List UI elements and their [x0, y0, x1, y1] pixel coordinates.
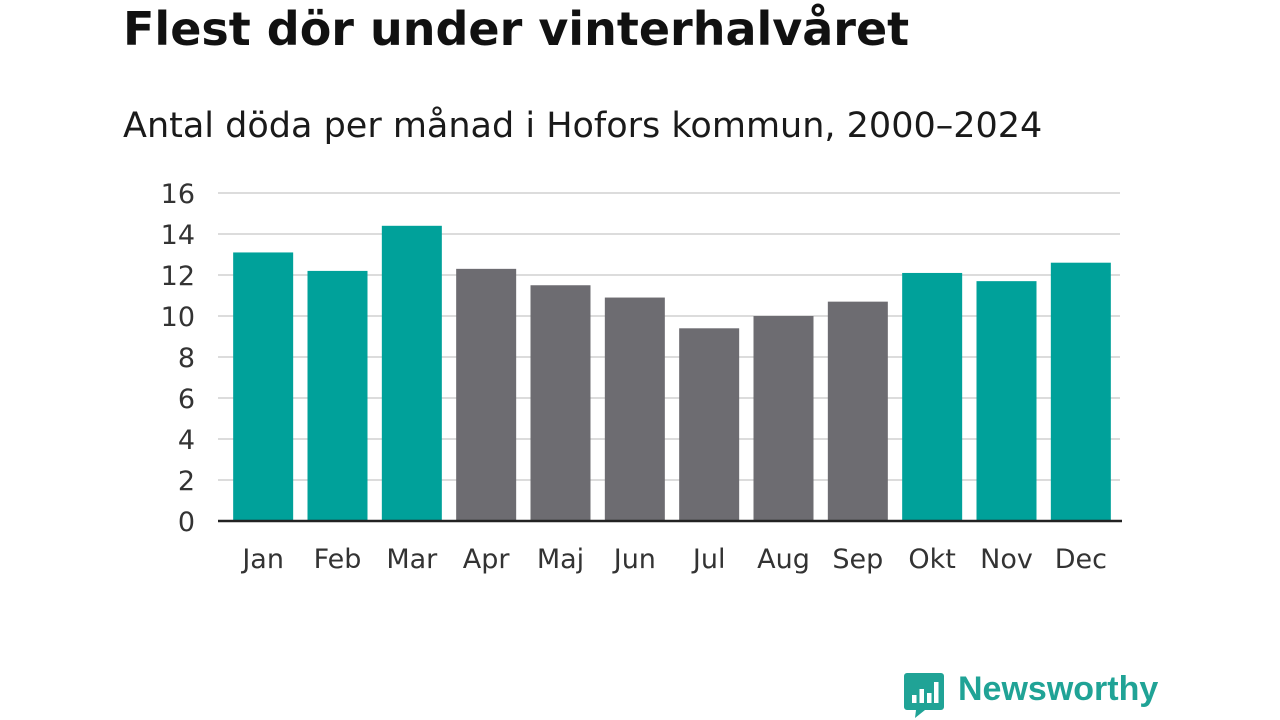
newsworthy-logo-text: Newsworthy [958, 670, 1159, 708]
x-tick-label: Jan [240, 544, 284, 575]
x-tick-label: Aug [757, 544, 810, 575]
x-tick-label: Jun [612, 544, 656, 575]
bar-apr [456, 268, 517, 521]
bar-jun [604, 297, 665, 521]
y-tick-label: 8 [178, 343, 195, 374]
x-tick-label: Maj [537, 544, 584, 575]
axes: 0 2 4 6 8 10 12 14 16 Jan Feb Mar Apr Maj Jun Jul Aug Sep… [161, 179, 1122, 575]
chart-subtitle: Antal döda per månad i Hofors kommun, 20… [123, 106, 1043, 146]
x-tick-label: Okt [908, 544, 955, 575]
y-tick-label: 0 [178, 507, 195, 538]
bar-maj [530, 285, 591, 521]
y-tick-label: 10 [161, 302, 195, 333]
x-tick-label: Jul [691, 544, 726, 575]
newsworthy-logo: Newsworthy [903, 670, 1158, 718]
x-tick-label: Nov [980, 544, 1033, 575]
x-tick-label: Sep [832, 544, 883, 575]
y-tick-label: 12 [161, 261, 195, 292]
bar-okt [902, 272, 963, 521]
bar-feb [307, 270, 368, 521]
x-tick-label: Dec [1055, 544, 1107, 575]
y-tick-label: 16 [161, 179, 195, 210]
y-tick-label: 14 [161, 220, 195, 251]
bar-nov [976, 281, 1037, 521]
x-tick-label: Apr [463, 544, 511, 575]
y-tick-label: 6 [178, 384, 195, 415]
bar-jul [679, 328, 740, 521]
y-tick-label: 4 [178, 425, 195, 456]
x-tick-label: Feb [314, 544, 362, 575]
y-tick-label: 2 [178, 466, 195, 497]
bar-mar [381, 225, 442, 522]
bar-jan [233, 252, 294, 521]
bars [233, 225, 1111, 522]
x-tick-label: Mar [386, 544, 438, 575]
bar-dec [1050, 262, 1111, 521]
chart-title: Flest dör under vinterhalvåret [123, 2, 910, 56]
bar-aug [753, 316, 814, 521]
newsworthy-logo-icon [904, 673, 944, 718]
bar-sep [827, 301, 888, 521]
gridlines [218, 192, 1120, 481]
